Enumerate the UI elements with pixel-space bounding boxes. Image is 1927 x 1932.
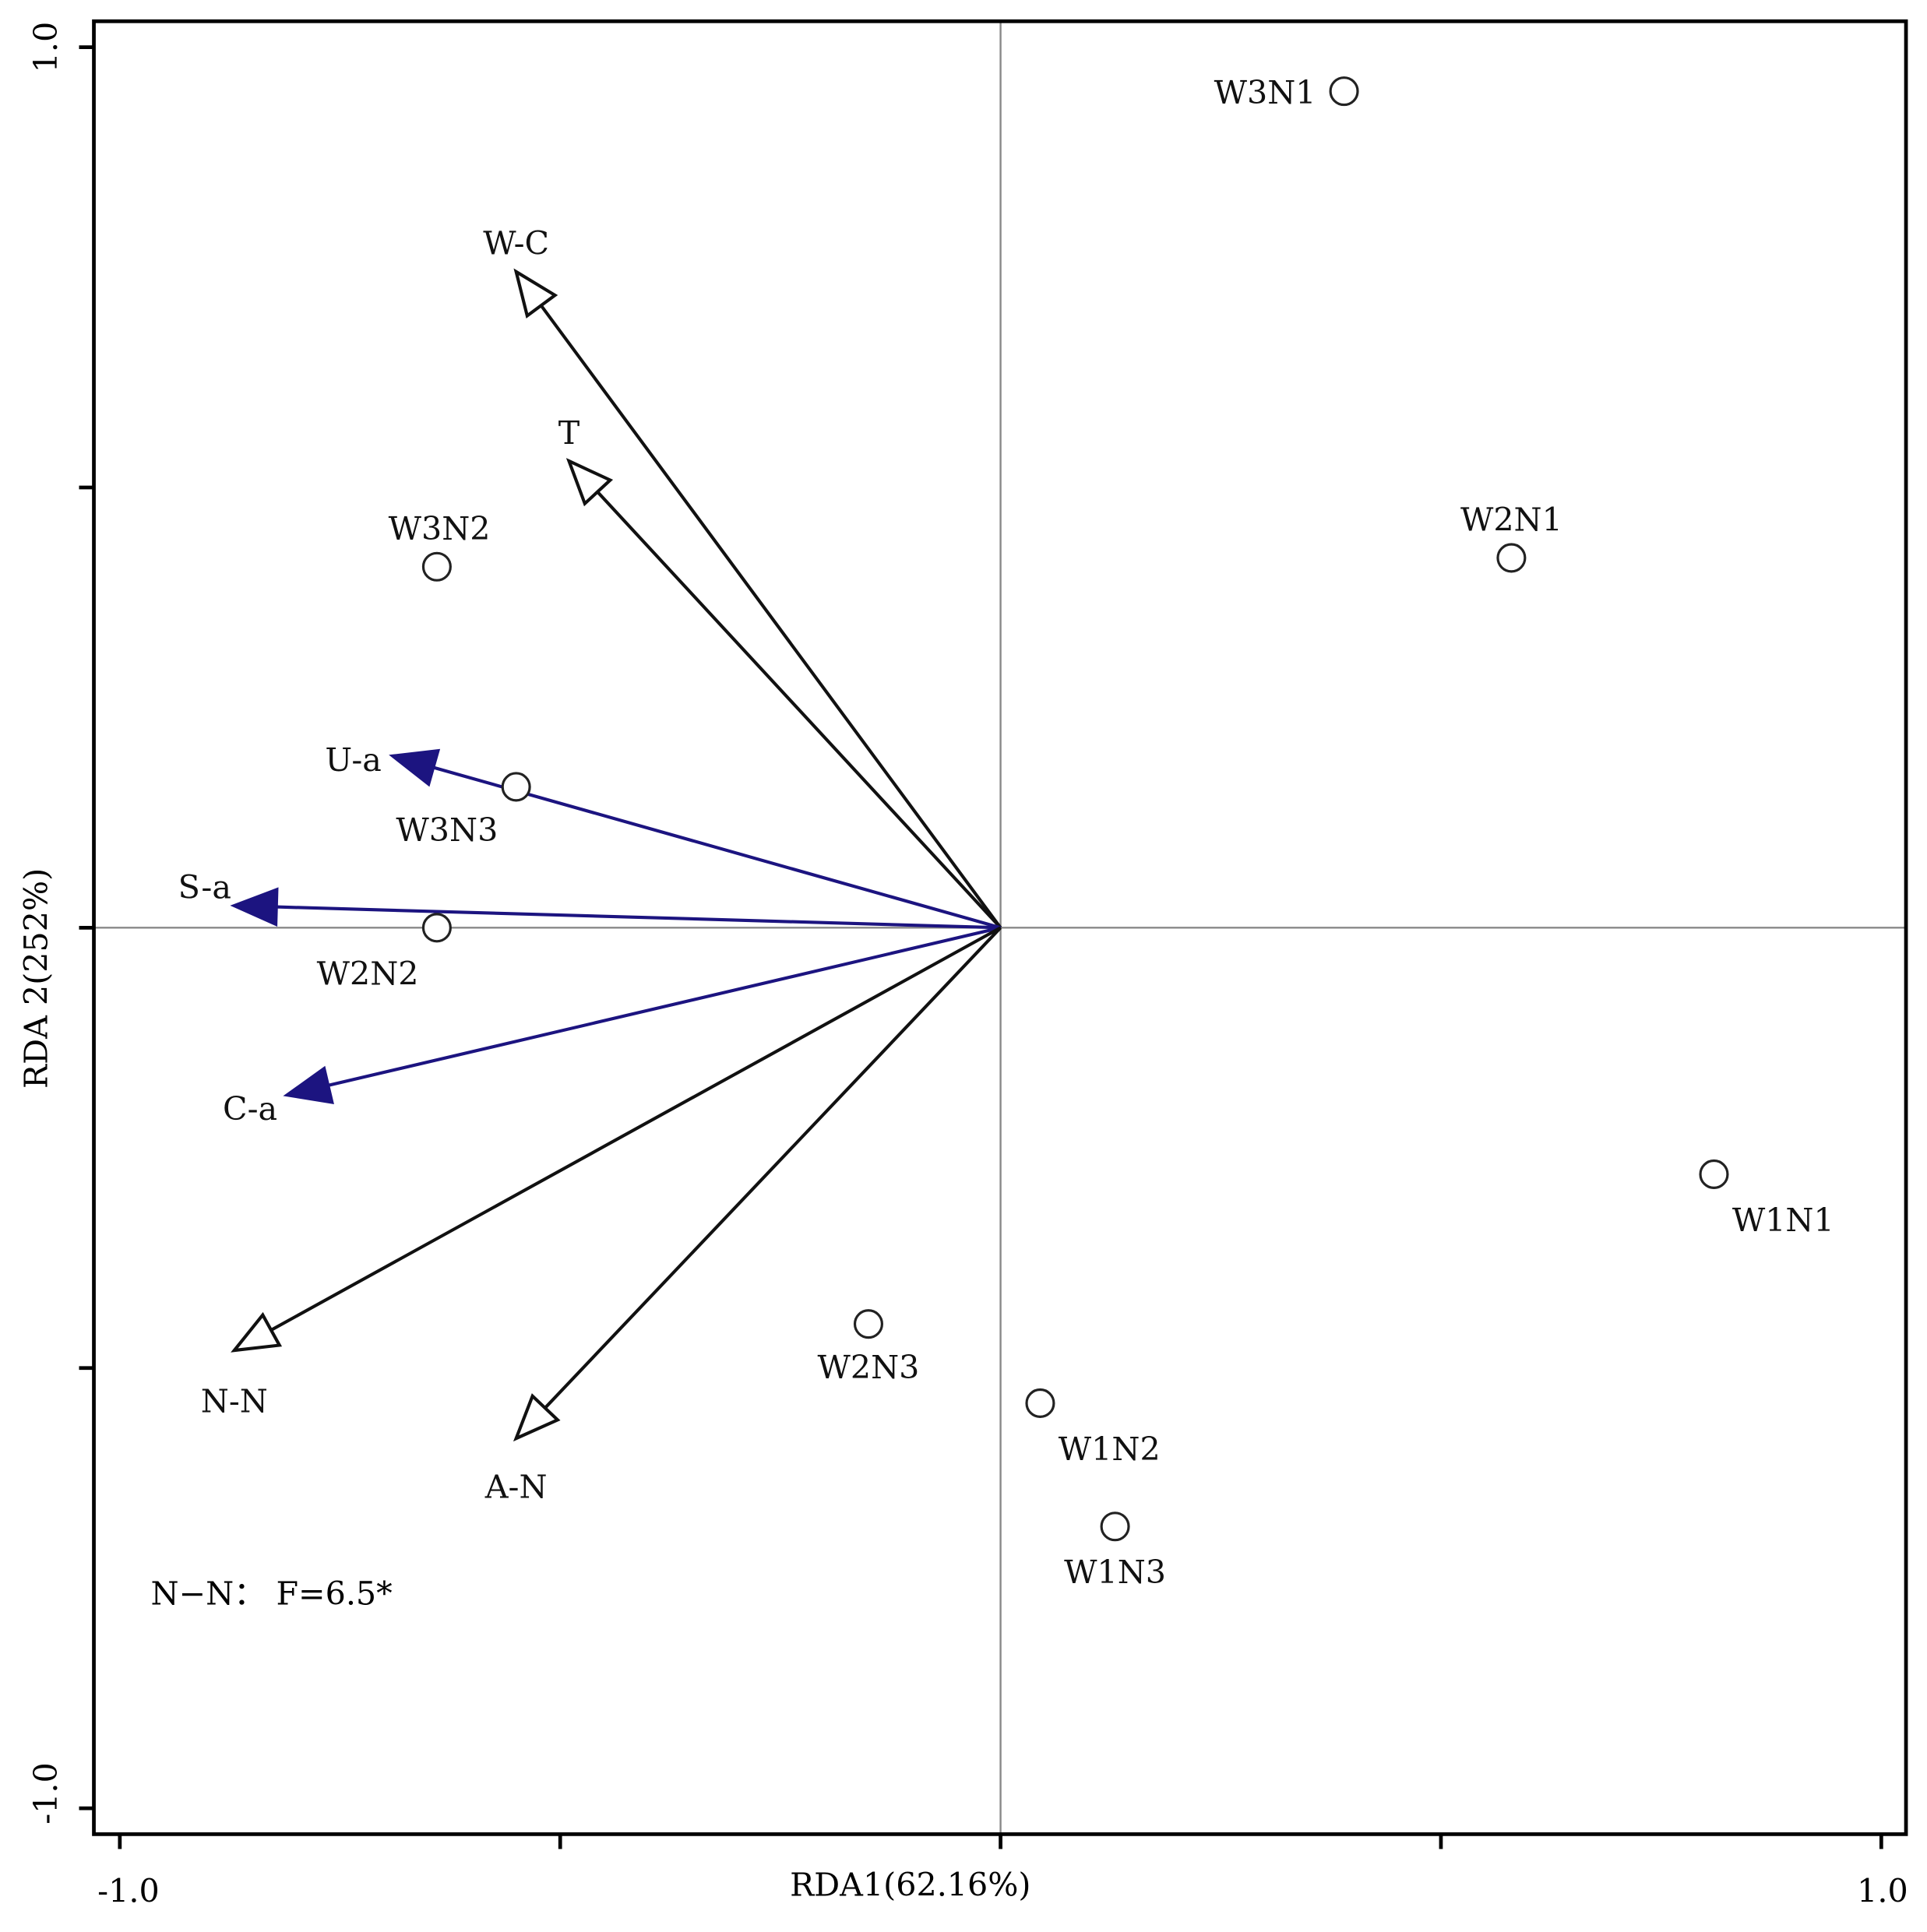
sample-label: W1N1 (1732, 1202, 1834, 1239)
y-axis-title: RDA 2(252%) (17, 868, 55, 1089)
y-tick-label-min: -1.0 (27, 1762, 65, 1824)
sample-point (421, 551, 452, 582)
vector-line (327, 926, 1002, 1087)
vector-arrowhead (565, 458, 614, 507)
vector-label: N-N (201, 1382, 268, 1420)
x-tick-label-max: 1.0 (1857, 1873, 1908, 1910)
x-axis-title: RDA1(62.16%) (790, 1867, 1030, 1904)
sample-label: W2N1 (1460, 501, 1562, 539)
vector-arrowhead (389, 748, 441, 787)
sample-point (1496, 543, 1527, 573)
vector-label: W-C (483, 225, 549, 262)
vector-arrowhead (231, 1311, 283, 1353)
sample-point (501, 772, 531, 802)
sample-label: W1N3 (1064, 1554, 1166, 1591)
sample-label: W1N2 (1059, 1431, 1161, 1468)
vector-line (270, 926, 1002, 1332)
vector-label: A-N (484, 1468, 548, 1505)
annotation-f-test: N−N： F=6.5* (150, 1575, 392, 1612)
vector-label: S-a (178, 869, 231, 906)
sample-point (1329, 76, 1359, 107)
sample-point (1025, 1388, 1055, 1418)
vector-arrowhead (513, 268, 558, 318)
sample-label: W3N1 (1214, 74, 1316, 111)
x-tick-label-min: -1.0 (97, 1873, 159, 1910)
vector-arrowhead (230, 887, 279, 927)
vector-arrowhead (513, 1393, 561, 1442)
vector-line (540, 304, 1002, 929)
sample-label: W2N3 (818, 1349, 920, 1386)
sample-point (1699, 1159, 1729, 1189)
sample-point (1100, 1511, 1130, 1542)
sample-label: W3N3 (396, 811, 498, 849)
y-tick-label-max: 1.0 (27, 22, 65, 73)
vector-label: U-a (325, 741, 382, 779)
vector-line (596, 491, 1002, 929)
vector-arrowhead (283, 1065, 334, 1105)
vector-line (276, 905, 1001, 930)
sample-label: W2N2 (317, 955, 419, 992)
vector-label: T (558, 414, 580, 452)
sample-point (421, 913, 452, 943)
sample-point (853, 1309, 883, 1339)
vector-label: C-a (223, 1090, 277, 1128)
sample-label: W3N2 (389, 510, 491, 547)
vector-line (544, 926, 1002, 1409)
